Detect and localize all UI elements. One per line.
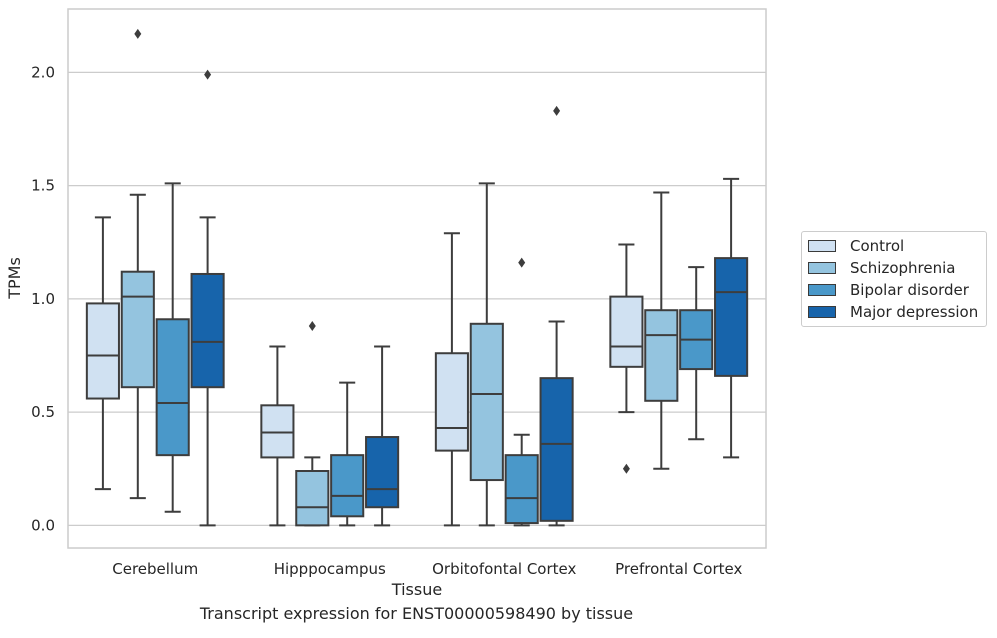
legend-swatch-bipolar-disorder [808,284,836,296]
box-plot [539,105,574,527]
legend-item-control: Control [808,236,904,256]
box-iqr [714,257,749,377]
box-plot [295,321,330,527]
y-tick-label: 2.0 [31,63,55,81]
box-plot [714,177,749,459]
box-iqr [644,309,679,402]
box-iqr [85,302,120,400]
box-plot [190,69,225,527]
outlier-point [622,463,630,474]
x-axis-label: Tissue [391,580,442,599]
y-axis-label: TPMs [5,257,24,300]
box-plot [120,28,155,500]
legend-swatch-control [808,240,836,252]
legend: Control Schizophrenia Bipolar disorder M… [801,231,987,327]
box-layer [85,28,749,527]
y-tick-label: 0.5 [31,403,55,421]
box-plot [155,182,190,513]
y-tick-labels: 0.0 0.5 1.0 1.5 2.0 [31,63,55,534]
box-iqr [330,454,365,518]
box-plot [85,216,120,491]
box-iqr [504,454,539,525]
legend-item-schizophrenia: Schizophrenia [808,258,955,278]
y-tick-label: 1.5 [31,177,55,195]
box-plot [504,257,539,527]
box-iqr [609,295,644,368]
figure-caption: Transcript expression for ENST0000059849… [199,604,634,623]
y-tick-label: 1.0 [31,290,55,308]
box-plot [330,381,365,527]
box-plot [679,266,714,441]
box-plot [469,182,504,527]
box-iqr [539,377,574,522]
legend-item-major-depression: Major depression [808,302,978,322]
outlier-point [308,321,316,332]
legend-label-bipolar-disorder: Bipolar disorder [850,281,969,299]
x-tick-label: Prefrontal Cortex [615,560,742,578]
legend-label-major-depression: Major depression [850,303,979,321]
legend-label-schizophrenia: Schizophrenia [850,259,956,277]
outlier-point [204,69,212,80]
box-plot [260,345,295,527]
plot-frame [67,8,767,549]
box-iqr [155,318,190,457]
x-tick-label: Hipppocampus [274,560,386,578]
x-tick-label: Orbitofontal Cortex [432,560,576,578]
x-tick-label: Cerebellum [112,560,198,578]
legend-label-control: Control [850,237,905,255]
box-plot [365,345,400,527]
box-iqr [120,270,155,389]
legend-item-bipolar-disorder: Bipolar disorder [808,280,969,300]
y-tick-label: 0.0 [31,516,55,534]
box-iqr [365,436,400,509]
box-iqr [190,272,225,389]
box-iqr [260,404,295,459]
outlier-point [518,257,526,268]
box-plot [644,191,679,470]
box-plot [434,232,469,527]
box-iqr [295,470,330,527]
x-tick-labels: Cerebellum Hipppocampus Orbitofontal Corte… [112,560,742,578]
box-plot [609,243,644,474]
legend-swatch-major-depression [808,306,836,318]
box-iqr [469,322,504,482]
outlier-point [134,28,142,39]
legend-swatch-schizophrenia [808,262,836,274]
box-iqr [434,352,469,452]
outlier-point [553,105,561,116]
